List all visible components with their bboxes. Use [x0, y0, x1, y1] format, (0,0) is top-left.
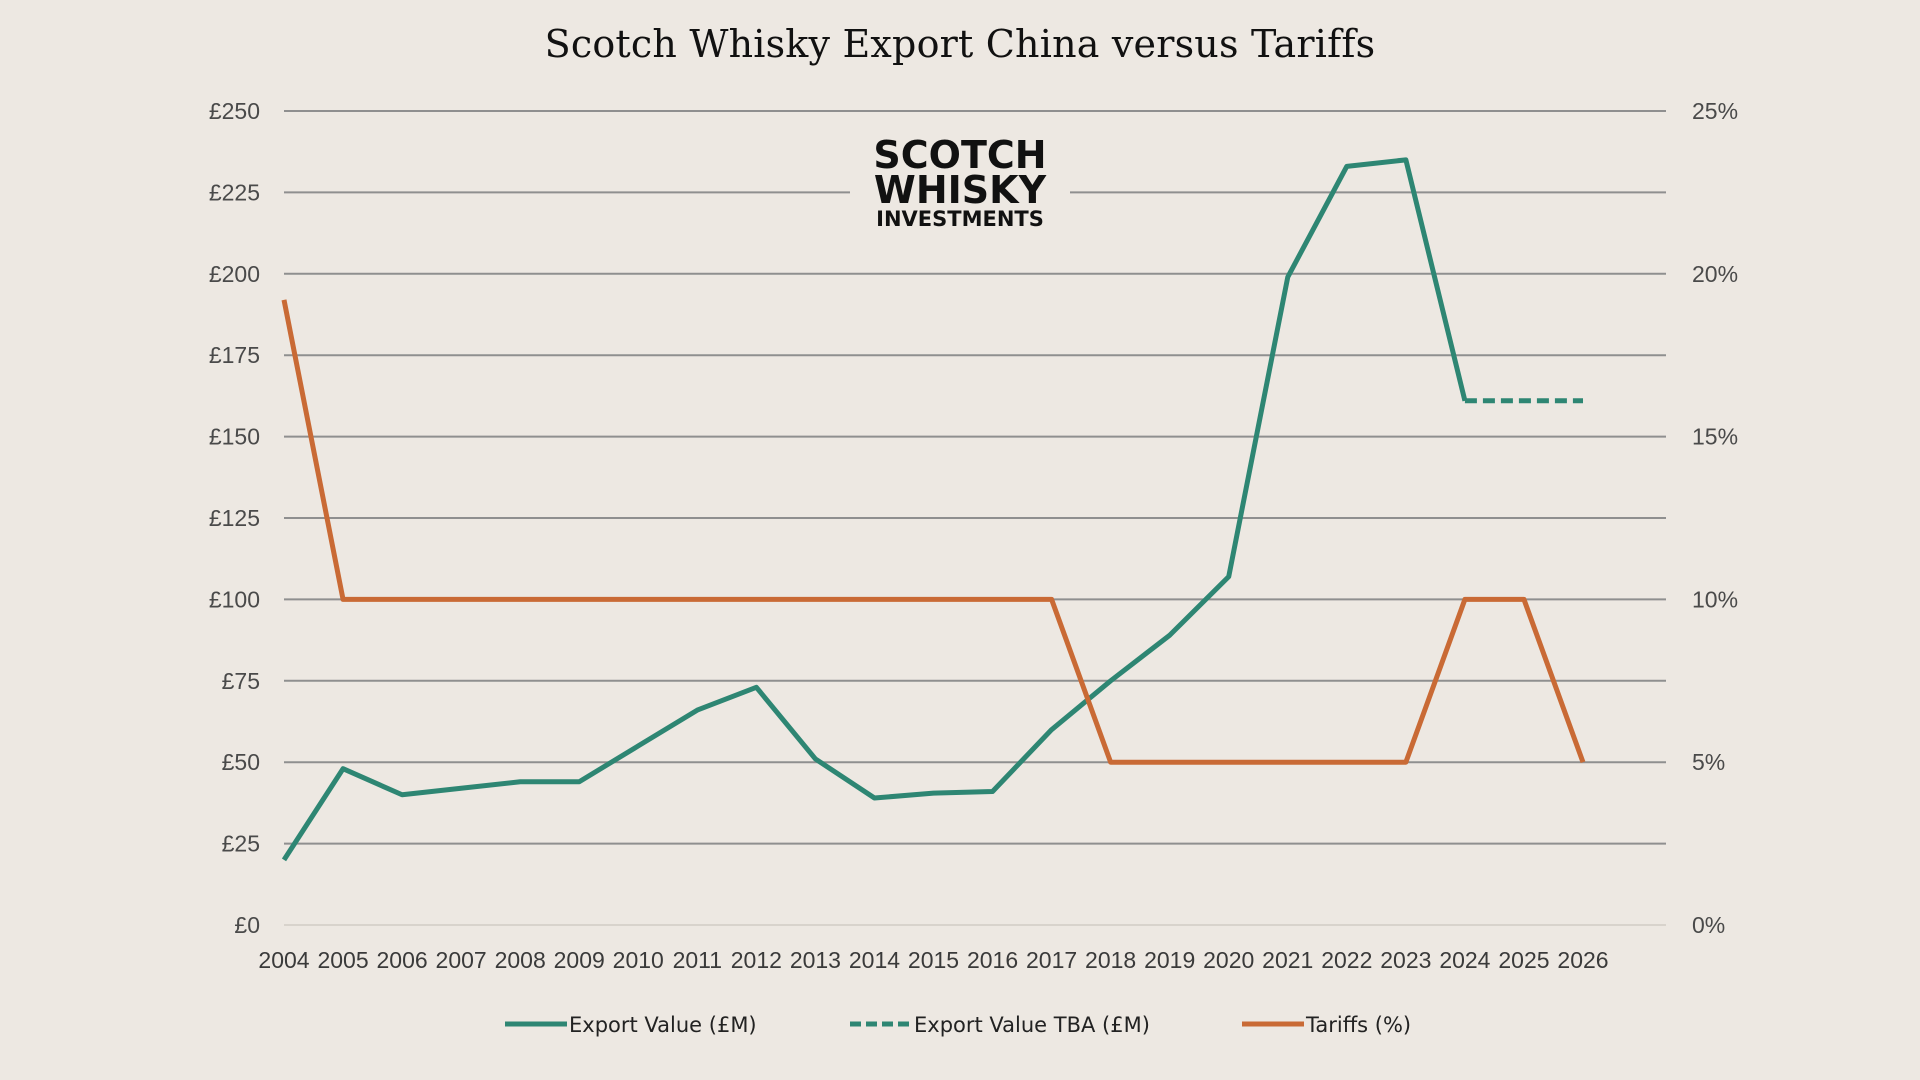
- x-axis-tick-label: 2014: [849, 947, 900, 973]
- left-axis-tick-label: £50: [222, 749, 260, 775]
- right-axis-tick-label: 10%: [1692, 586, 1738, 612]
- right-axis-tick-label: 25%: [1692, 98, 1738, 124]
- x-axis-tick-label: 2018: [1085, 947, 1136, 973]
- x-axis-tick-label: 2012: [731, 947, 782, 973]
- x-axis-tick-label: 2006: [377, 947, 428, 973]
- right-axis-ticks: 0% 5% 10% 15% 20% 25%: [1692, 98, 1738, 938]
- series-line-export-value-m: [281, 157, 1468, 862]
- x-axis-tick-label: 2020: [1203, 947, 1254, 973]
- left-axis-tick-label: £0: [234, 912, 260, 938]
- x-axis-tick-label: 2008: [495, 947, 546, 973]
- legend-label: Export Value TBA (£M): [914, 1013, 1150, 1037]
- x-axis-tick-label: 2026: [1557, 947, 1608, 973]
- right-axis-tick-label: 0%: [1692, 912, 1725, 938]
- left-axis-tick-label: £175: [209, 342, 260, 368]
- x-axis-tick-label: 2021: [1262, 947, 1313, 973]
- chart-title: Scotch Whisky Export China versus Tariff…: [544, 22, 1376, 66]
- x-axis-tick-label: 2024: [1439, 947, 1490, 973]
- x-axis-tick-label: 2011: [673, 947, 722, 973]
- right-axis-tick-label: 5%: [1692, 749, 1725, 775]
- left-axis-tick-label: £200: [209, 261, 260, 287]
- scotch-whisky-investments-logo: SCOTCH WHISKY INVESTMENTS: [850, 128, 1070, 240]
- x-axis-tick-label: 2010: [613, 947, 664, 973]
- x-axis-tick-label: 2017: [1026, 947, 1077, 973]
- x-axis-tick-label: 2005: [317, 947, 368, 973]
- x-axis-tick-label: 2019: [1144, 947, 1195, 973]
- x-axis-tick-label: 2023: [1380, 947, 1431, 973]
- left-axis-tick-label: £125: [209, 505, 260, 531]
- left-axis-ticks: £0 £25 £50 £75 £100 £125 £150 £175 £200 £225 £250: [209, 98, 260, 938]
- right-axis-tick-label: 20%: [1692, 261, 1738, 287]
- logo-line-3: INVESTMENTS: [876, 207, 1044, 231]
- left-axis-tick-label: £25: [222, 831, 260, 857]
- logo-line-1: SCOTCH: [873, 133, 1046, 177]
- left-axis-tick-label: £100: [209, 586, 260, 612]
- x-axis-tick-label: 2009: [554, 947, 605, 973]
- left-axis-tick-label: £150: [209, 424, 260, 450]
- x-axis-tick-label: 2025: [1498, 947, 1549, 973]
- logo-line-2: WHISKY: [874, 168, 1047, 212]
- left-axis-tick-label: £75: [222, 668, 260, 694]
- x-axis-tick-label: 2022: [1321, 947, 1372, 973]
- legend-label: Tariffs (%): [1305, 1013, 1411, 1037]
- x-axis-ticks: 2004 2005 2006 2007 2008 2009 2010 2011 2012 2013…: [258, 947, 1608, 973]
- x-axis-tick-label: 2013: [790, 947, 841, 973]
- x-axis-tick-label: 2016: [967, 947, 1018, 973]
- legend-label: Export Value (£M): [569, 1013, 757, 1037]
- left-axis-tick-label: £250: [209, 98, 260, 124]
- right-axis-tick-label: 15%: [1692, 424, 1738, 450]
- series: [281, 157, 1586, 862]
- left-axis-tick-label: £225: [209, 179, 260, 205]
- series-line-tariffs: [281, 299, 1586, 765]
- x-axis-tick-label: 2007: [436, 947, 487, 973]
- x-axis-tick-label: 2004: [258, 947, 309, 973]
- logo-background: [850, 128, 1070, 240]
- legend: Export Value (£M) Export Value TBA (£M) Ta…: [505, 1013, 1411, 1037]
- x-axis-tick-label: 2015: [908, 947, 959, 973]
